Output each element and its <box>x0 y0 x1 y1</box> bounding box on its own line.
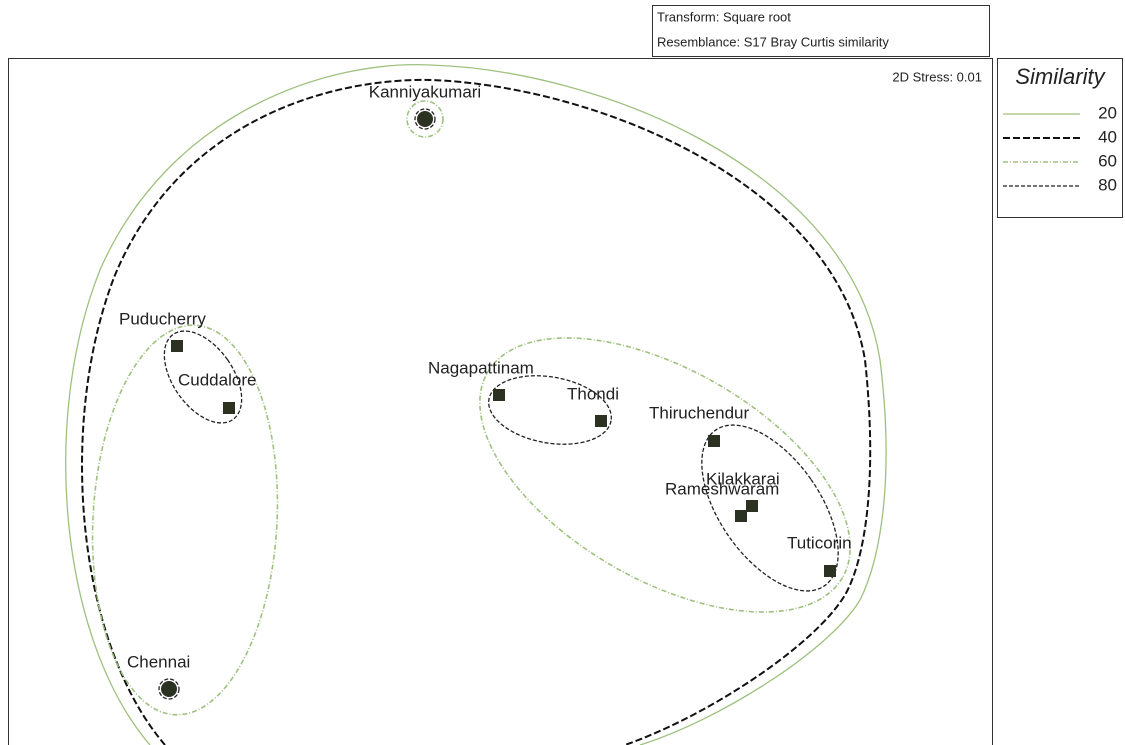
point <box>493 389 505 401</box>
stress-label: 2D Stress: 0.01 <box>892 69 982 84</box>
plot-frame <box>8 58 993 745</box>
legend-label: 20 <box>1098 103 1117 122</box>
point-label: Tuticorin <box>787 533 852 552</box>
point-label: Thiruchendur <box>649 403 750 422</box>
legend-title: Similarity <box>1015 64 1106 89</box>
header-line: Transform: Square root <box>657 9 791 24</box>
contour-80 <box>701 424 839 592</box>
point-label: Kanniyakumari <box>369 82 481 101</box>
point <box>595 415 607 427</box>
contour-80 <box>158 678 180 700</box>
contour-80 <box>163 330 243 424</box>
legend-label: 40 <box>1098 127 1117 146</box>
legend-label: 60 <box>1098 151 1117 170</box>
point <box>417 111 433 127</box>
contour-20 <box>65 64 887 745</box>
legend-label: 80 <box>1098 175 1117 194</box>
contour-40 <box>81 78 872 745</box>
point-label: Kilakkarai <box>706 469 780 488</box>
point-label: Cuddalore <box>178 370 256 389</box>
contour-60 <box>91 324 279 716</box>
contour-80 <box>414 108 436 130</box>
point <box>708 435 720 447</box>
header-box <box>652 5 990 57</box>
point-label: Rameshwaram <box>665 479 779 498</box>
contour-60 <box>479 337 851 613</box>
point-label: Thondi <box>567 384 619 403</box>
point <box>824 565 836 577</box>
legend-items: 20 40 60 80 <box>1003 103 1117 194</box>
point <box>223 402 235 414</box>
contour-60 <box>406 100 444 138</box>
point <box>171 340 183 352</box>
point <box>161 681 177 697</box>
point-label: Chennai <box>127 652 190 671</box>
header-line: Resemblance: S17 Bray Curtis similarity <box>657 34 889 49</box>
point <box>735 510 747 522</box>
point-label: Nagapattinam <box>428 358 534 377</box>
point-label: Puducherry <box>119 309 206 328</box>
point <box>746 500 758 512</box>
